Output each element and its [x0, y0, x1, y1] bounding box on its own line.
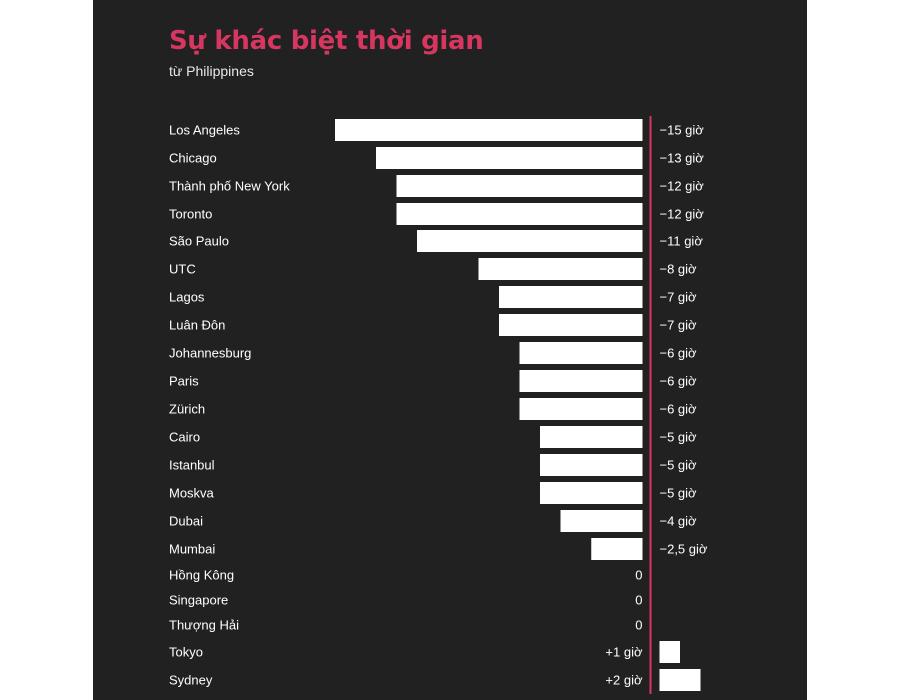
value-label: −5 giờ	[660, 458, 698, 473]
bar	[499, 286, 643, 308]
bar	[478, 258, 643, 280]
bar	[499, 314, 643, 336]
bar	[376, 147, 643, 169]
category-label: São Paulo	[169, 234, 229, 249]
chart-title: Sự khác biệt thời gian	[169, 26, 484, 56]
category-label: Singapore	[169, 593, 228, 608]
value-label: −11 giờ	[660, 234, 704, 249]
category-label: Zürich	[169, 402, 205, 417]
bar	[417, 230, 643, 252]
value-label: 0	[635, 618, 642, 633]
value-label: 0	[635, 568, 642, 583]
value-label: −5 giờ	[660, 430, 698, 445]
value-label: −6 giờ	[660, 346, 698, 361]
value-label: −12 giờ	[660, 207, 705, 222]
category-label: Los Angeles	[169, 123, 240, 138]
category-label: Cairo	[169, 430, 200, 445]
value-label: −7 giờ	[660, 290, 698, 305]
value-label: −6 giờ	[660, 402, 698, 417]
value-label: −12 giờ	[660, 179, 705, 194]
bar	[335, 119, 643, 141]
category-label: Thành phố New York	[169, 179, 290, 194]
bar	[560, 510, 643, 532]
value-label: 0	[635, 593, 642, 608]
category-label: Thượng Hải	[169, 618, 239, 633]
category-label: Moskva	[169, 486, 215, 501]
chart-panel	[93, 0, 807, 700]
value-label: −8 giờ	[660, 262, 698, 277]
category-label: Paris	[169, 374, 199, 389]
category-label: Mumbai	[169, 542, 215, 557]
bar	[540, 426, 643, 448]
category-label: Tokyo	[169, 645, 203, 660]
value-label: −4 giờ	[660, 514, 698, 529]
category-label: Istanbul	[169, 458, 215, 473]
chart-subtitle: từ Philippines	[169, 63, 254, 79]
bar	[519, 398, 643, 420]
category-label: Johannesburg	[169, 346, 251, 361]
category-label: Dubai	[169, 514, 203, 529]
bar	[540, 482, 643, 504]
value-label: −15 giờ	[660, 123, 705, 138]
category-label: Hồng Kông	[169, 568, 234, 583]
bar	[659, 641, 680, 663]
bar	[540, 454, 643, 476]
category-label: Chicago	[169, 151, 217, 166]
value-label: −2,5 giờ	[660, 542, 708, 557]
value-label: −7 giờ	[660, 318, 698, 333]
value-label: −5 giờ	[660, 486, 698, 501]
bar	[519, 342, 643, 364]
category-label: Luân Đôn	[169, 318, 225, 333]
category-label: Lagos	[169, 290, 205, 305]
value-label: −13 giờ	[660, 151, 705, 166]
category-label: Toronto	[169, 207, 212, 222]
value-label: −6 giờ	[660, 374, 698, 389]
category-label: Sydney	[169, 673, 213, 688]
category-label: UTC	[169, 262, 196, 277]
bar	[659, 669, 701, 691]
bar	[519, 370, 643, 392]
value-label: +2 giờ	[605, 673, 643, 688]
bar	[591, 538, 643, 560]
value-label: +1 giờ	[605, 645, 643, 660]
bar	[396, 175, 643, 197]
bar	[396, 203, 643, 225]
